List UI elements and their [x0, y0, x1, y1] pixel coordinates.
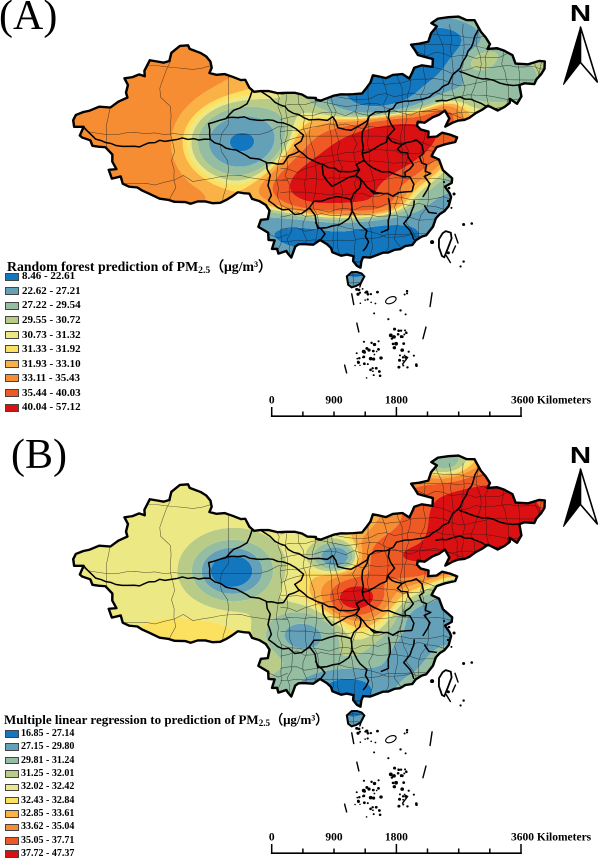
svg-text:0: 0	[269, 832, 275, 844]
svg-text:N: N	[570, 442, 591, 468]
svg-text:1800: 1800	[385, 832, 408, 844]
svg-text:3600 Kilometers: 3600 Kilometers	[511, 832, 592, 844]
svg-text:0: 0	[269, 395, 275, 407]
svg-text:900: 900	[325, 832, 343, 844]
svg-text:N: N	[570, 0, 591, 26]
svg-text:3600 Kilometers: 3600 Kilometers	[511, 395, 592, 407]
svg-text:1800: 1800	[385, 395, 408, 407]
svg-text:900: 900	[325, 395, 343, 407]
